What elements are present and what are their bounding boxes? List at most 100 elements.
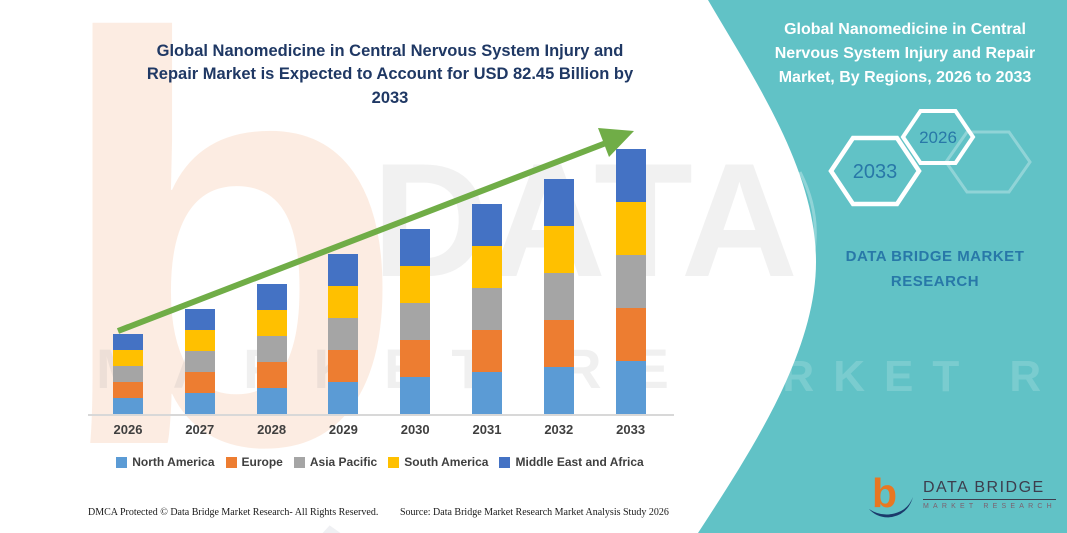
segment-south-america-2030 xyxy=(400,266,431,303)
segment-europe-2030 xyxy=(400,340,431,377)
logo-swoosh xyxy=(869,497,913,518)
x-axis-label-2032: 2032 xyxy=(544,422,574,437)
legend-label-south-america: South America xyxy=(404,455,489,469)
legend-key-south-america xyxy=(388,456,400,468)
segment-north-america-2030 xyxy=(400,377,431,414)
legend-item-middle-east-and-africa: Middle East and Africa xyxy=(499,455,644,469)
segment-asia-pacific-2032 xyxy=(543,273,574,320)
segment-middle-east-and-africa-2028 xyxy=(256,284,287,310)
segment-middle-east-and-africa-2026 xyxy=(113,334,143,350)
segment-south-america-2029 xyxy=(328,286,359,318)
side-panel-title: Global Nanomedicine in Central Nervous S… xyxy=(765,18,1045,90)
side-panel-title-line1: Global Nanomedicine in Central xyxy=(784,21,1026,38)
segment-north-america-2033 xyxy=(615,361,646,414)
segment-europe-2027 xyxy=(184,372,215,393)
decorative-swoosh-curve xyxy=(795,171,817,301)
legend-label-europe: Europe xyxy=(241,455,283,469)
legend-label-asia-pacific: Asia Pacific xyxy=(309,455,378,469)
bar-2027 xyxy=(184,309,215,414)
x-axis-label-2028: 2028 xyxy=(257,422,287,437)
chart-title-line3: 2033 xyxy=(371,88,409,107)
segment-asia-pacific-2027 xyxy=(184,351,215,372)
hexagon-2026 xyxy=(900,109,976,165)
segment-north-america-2031 xyxy=(472,372,502,414)
year-hexagons: 2033 2026 xyxy=(828,109,1032,207)
segment-north-america-2026 xyxy=(113,398,143,414)
bar-2029 xyxy=(328,254,359,414)
segment-europe-2031 xyxy=(472,330,502,372)
x-axis-labels: 2026 2027 2028 2029 2030 2031 2032 2033 xyxy=(95,422,665,440)
segment-south-america-2027 xyxy=(184,330,215,351)
legend-item-north-america: North America xyxy=(116,455,215,469)
segment-middle-east-and-africa-2032 xyxy=(543,179,574,226)
segment-north-america-2028 xyxy=(256,388,287,414)
segment-south-america-2031 xyxy=(472,246,502,288)
segment-europe-2028 xyxy=(256,362,287,388)
segment-middle-east-and-africa-2029 xyxy=(328,254,359,286)
hexagon-2033-label: 2033 xyxy=(853,161,898,183)
legend-key-europe xyxy=(225,456,237,468)
source-notice: Source: Data Bridge Market Research Mark… xyxy=(400,507,669,518)
side-panel-title-line3: Market, By Regions, 2026 to 2033 xyxy=(778,69,1032,86)
segment-middle-east-and-africa-2033 xyxy=(615,149,646,202)
segment-asia-pacific-2028 xyxy=(256,336,287,362)
faint-hexagon xyxy=(944,130,1032,194)
brand-name-text: DATA BRIDGE MARKET RESEARCH xyxy=(845,248,1025,290)
x-axis-label-2027: 2027 xyxy=(185,422,215,437)
company-logo: b DATA BRIDGE MARKET RESEARCH xyxy=(868,470,1056,518)
legend-label-middle-east-and-africa: Middle East and Africa xyxy=(515,455,644,469)
teal-panel-shape xyxy=(698,0,1067,533)
bar-2032 xyxy=(543,179,574,414)
segment-europe-2032 xyxy=(543,320,574,367)
logo-subtitle: MARKET RESEARCH xyxy=(923,502,1056,510)
chart-title: Global Nanomedicine in Central Nervous S… xyxy=(130,40,650,110)
segment-middle-east-and-africa-2031 xyxy=(472,204,502,246)
dmca-notice: DMCA Protected © Data Bridge Market Rese… xyxy=(88,507,379,518)
segment-south-america-2033 xyxy=(615,202,646,255)
logo-b-glyph: b xyxy=(872,470,897,516)
legend-item-europe: Europe xyxy=(225,455,283,469)
segment-europe-2033 xyxy=(615,308,646,361)
x-axis-label-2026: 2026 xyxy=(113,422,143,437)
legend-item-south-america: South America xyxy=(388,455,488,469)
bar-2026 xyxy=(113,334,143,414)
bar-chart xyxy=(95,149,665,414)
segment-south-america-2026 xyxy=(113,350,143,366)
bar-2033 xyxy=(615,149,646,414)
segment-asia-pacific-2030 xyxy=(400,303,431,340)
legend-key-north-america xyxy=(116,456,128,468)
segment-asia-pacific-2031 xyxy=(472,288,502,330)
legend-item-asia-pacific: Asia Pacific xyxy=(293,455,378,469)
segment-middle-east-and-africa-2027 xyxy=(184,309,215,330)
segment-asia-pacific-2026 xyxy=(113,366,143,382)
hexagon-2026-label: 2026 xyxy=(919,128,957,147)
segment-north-america-2032 xyxy=(543,367,574,414)
bar-2030 xyxy=(400,229,431,414)
x-axis-label-2030: 2030 xyxy=(400,422,430,437)
x-axis-baseline xyxy=(88,414,674,416)
segment-south-america-2028 xyxy=(256,310,287,336)
x-axis-label-2029: 2029 xyxy=(328,422,358,437)
segment-south-america-2032 xyxy=(543,226,574,273)
chart-title-line2: Repair Market is Expected to Account for… xyxy=(146,65,634,84)
chart-title-line1: Global Nanomedicine in Central Nervous S… xyxy=(156,42,624,60)
side-panel-title-line2: Nervous System Injury and Repair xyxy=(774,45,1036,62)
segment-asia-pacific-2029 xyxy=(328,318,359,350)
hexagon-2033 xyxy=(828,135,922,207)
segment-europe-2026 xyxy=(113,382,143,398)
segment-north-america-2027 xyxy=(184,393,215,414)
legend-key-asia-pacific xyxy=(293,456,305,468)
logo-b-icon: b xyxy=(869,470,913,518)
segment-middle-east-and-africa-2030 xyxy=(400,229,431,266)
bar-2028 xyxy=(256,284,287,414)
segment-asia-pacific-2033 xyxy=(615,255,646,308)
legend-key-middle-east-and-africa xyxy=(499,456,511,468)
legend-label-north-america: North America xyxy=(132,455,215,469)
x-axis-label-2031: 2031 xyxy=(472,422,502,437)
segment-north-america-2029 xyxy=(328,382,359,414)
segment-europe-2029 xyxy=(328,350,359,382)
chart-legend: North America Europe Asia Pacific South Ame… xyxy=(90,455,670,469)
logo-name: DATA BRIDGE xyxy=(923,479,1056,500)
